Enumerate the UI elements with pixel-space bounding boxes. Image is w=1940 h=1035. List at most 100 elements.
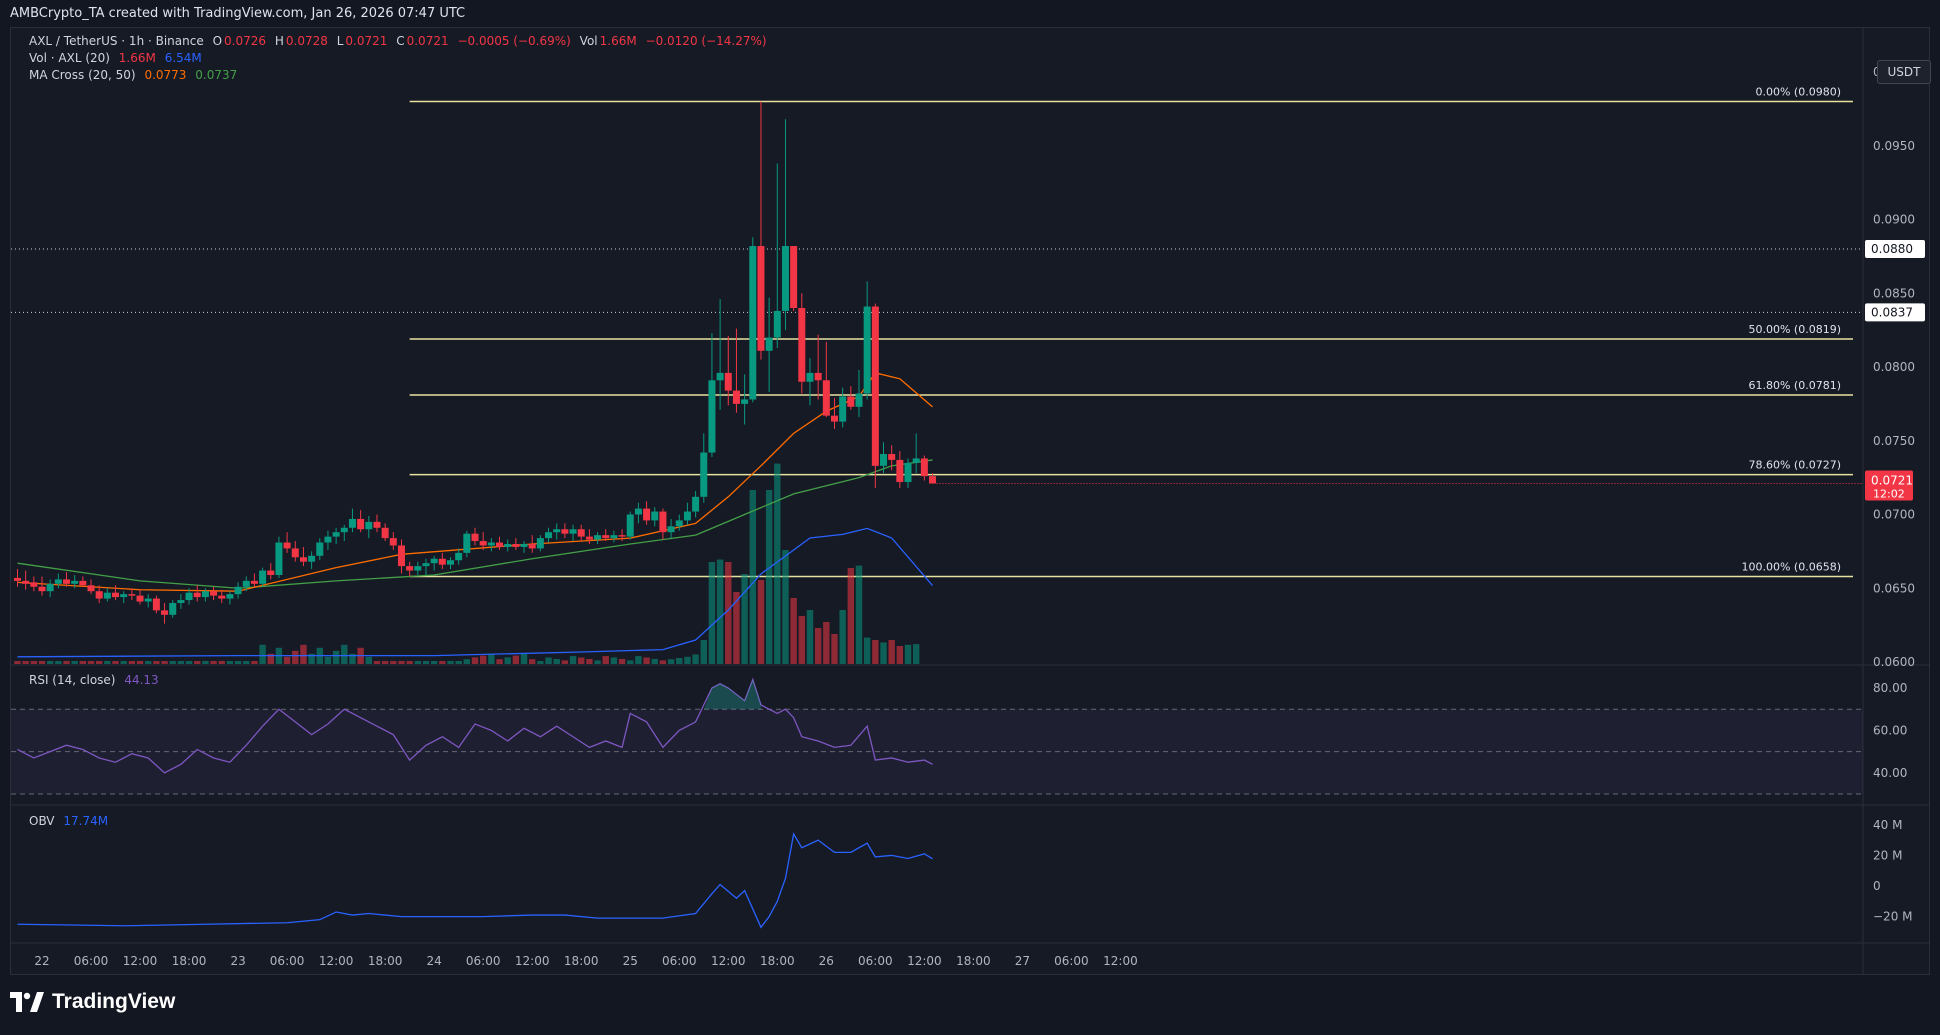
volume-bar (831, 634, 838, 664)
time-tick-label: 06:00 (466, 954, 501, 968)
volume-bar (373, 661, 381, 664)
volume-bar (243, 661, 250, 664)
candle-body (169, 603, 177, 615)
price-tick-label: 0.0600 (1873, 655, 1915, 669)
time-tick-label: 22 (34, 954, 49, 968)
volume-bar (512, 655, 520, 664)
candle-body (234, 586, 242, 595)
last-price-label: 0.0721 (1871, 474, 1913, 488)
candle-body (79, 580, 87, 586)
volume-bar (782, 550, 789, 664)
rsi-name[interactable]: RSI (14, close) (29, 673, 116, 687)
volume-bar (136, 661, 144, 664)
currency-button[interactable]: USDT (1877, 60, 1931, 84)
candle-body (185, 592, 193, 601)
high-label: H (274, 34, 284, 48)
candle-body (46, 583, 54, 592)
time-tick-label: 06:00 (270, 954, 305, 968)
candle-body (242, 580, 250, 587)
volume-bar (488, 653, 495, 664)
volume-bar (880, 642, 887, 664)
ma20-line (17, 372, 933, 592)
candle-body (700, 452, 708, 497)
volume-bar (635, 656, 642, 664)
candle-body (545, 532, 553, 539)
candle-body (912, 458, 920, 463)
brand-name: TradingView (52, 990, 176, 1013)
rsi-band-background (11, 709, 1863, 794)
candle-body (463, 533, 471, 553)
obv-tick-label: 20 M (1873, 848, 1902, 862)
volume-bar (210, 661, 217, 664)
candle-body (201, 591, 209, 598)
volume-bar (904, 644, 912, 664)
ma-cross-name[interactable]: MA Cross (20, 50) (29, 68, 136, 82)
candle-body (447, 560, 454, 565)
volume-bar (708, 562, 716, 664)
candle-body (291, 548, 299, 558)
candle-body (496, 542, 504, 547)
time-tick-label: 06:00 (662, 954, 697, 968)
candle-body (438, 558, 446, 565)
volume-bar (529, 659, 536, 664)
chart-canvas[interactable]: 0.10000.09500.09000.08500.08000.07500.07… (11, 28, 1929, 974)
footer (0, 975, 1940, 1035)
candle-body (71, 580, 79, 584)
time-tick-label: 27 (1015, 954, 1030, 968)
fib-level-label: 50.00% (0.0819) (1748, 323, 1841, 336)
candle-body (749, 246, 757, 400)
ma-legend: MA Cross (20, 50) 0.0773 0.0737 (29, 68, 242, 82)
volume-bar (896, 646, 904, 664)
tradingview-brand[interactable]: TradingView (10, 990, 175, 1014)
obv-name[interactable]: OBV (29, 814, 55, 828)
candle-body (414, 566, 422, 571)
rsi-overbought-fill (703, 679, 761, 710)
candle-body (348, 518, 356, 528)
volume-bar (855, 565, 863, 664)
candle-body (283, 542, 291, 549)
time-tick-label: 18:00 (956, 954, 991, 968)
volume-bar (602, 656, 609, 664)
volume-bar (839, 610, 846, 664)
volume-bar (463, 659, 471, 664)
time-tick-label: 12:00 (515, 954, 550, 968)
candle-body (871, 306, 879, 466)
volume-bar (439, 661, 446, 664)
volume-bar (55, 661, 62, 664)
volume-indicator-name[interactable]: Vol · AXL (20) (29, 51, 110, 65)
volume-bar (308, 653, 315, 664)
candle-body (651, 511, 659, 521)
volume-bar (226, 661, 234, 664)
candle-body (798, 308, 806, 382)
chart-frame[interactable]: 0.10000.09500.09000.08500.08000.07500.07… (10, 27, 1931, 975)
volume-indicator-value: 1.66M (118, 51, 156, 65)
candle-body (103, 592, 111, 599)
open-value: 0.0726 (224, 34, 267, 48)
volume-bar (406, 661, 413, 664)
candle-body (430, 558, 438, 564)
candle-body (54, 579, 62, 584)
volume-bar (422, 661, 430, 664)
candle-body (806, 372, 814, 382)
rsi-value: 44.13 (124, 673, 159, 687)
volume-bar (578, 657, 585, 664)
candle-body (38, 586, 46, 592)
time-tick-label: 18:00 (368, 954, 403, 968)
candle-body (259, 570, 267, 584)
obv-legend: OBV 17.74M (29, 814, 113, 828)
time-tick-label: 12:00 (1103, 954, 1138, 968)
volume-bar (757, 580, 765, 664)
volume-bar (145, 661, 152, 664)
time-tick-label: 06:00 (1054, 954, 1089, 968)
candle-body (732, 390, 740, 404)
candle-body (487, 542, 495, 546)
ma50-value: 0.0737 (195, 68, 238, 82)
volume-bar (161, 661, 168, 664)
change-value: −0.0005 (−0.69%) (457, 34, 571, 48)
time-tick-label: 18:00 (564, 954, 599, 968)
symbol-name[interactable]: AXL / TetherUS · 1h · Binance (29, 34, 204, 48)
time-tick-label: 26 (819, 954, 834, 968)
low-value: 0.0721 (345, 34, 388, 48)
rsi-tick-label: 80.00 (1873, 681, 1907, 695)
